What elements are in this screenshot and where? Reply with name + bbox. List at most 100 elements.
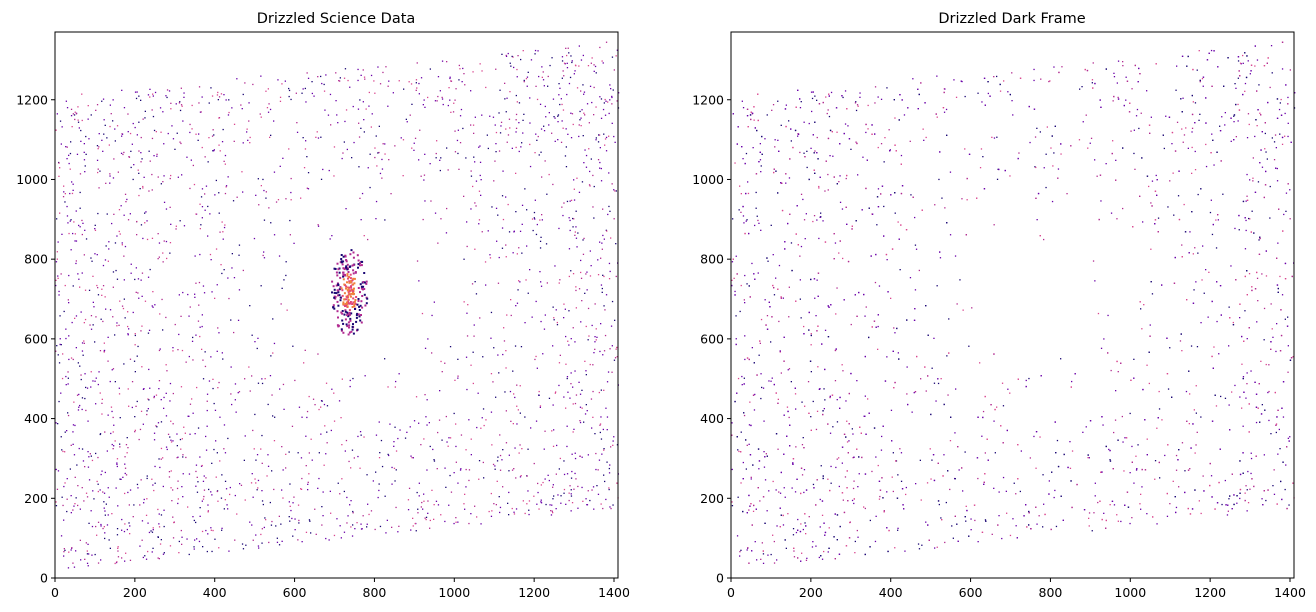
- pixel-dot: [113, 213, 115, 215]
- pixel-dot: [143, 502, 145, 504]
- pixel-dot: [1281, 68, 1284, 70]
- pixel-dot: [602, 507, 604, 510]
- pixel-dot: [914, 391, 917, 393]
- pixel-dot: [1183, 203, 1185, 206]
- pixel-dot: [402, 139, 405, 141]
- pixel-dot: [600, 503, 602, 505]
- pixel-dot: [176, 132, 178, 134]
- pixel-dot: [254, 478, 256, 480]
- pixel-dot: [1243, 340, 1245, 342]
- pixel-dot: [335, 72, 337, 74]
- pixel-dot: [997, 524, 999, 526]
- pixel-dot: [505, 55, 508, 57]
- pixel-dot: [595, 72, 597, 74]
- pixel-dot: [101, 470, 103, 472]
- pixel-dot: [750, 424, 752, 427]
- pixel-dot: [1009, 93, 1011, 96]
- pixel-dot: [104, 296, 106, 298]
- pixel-dot: [946, 222, 948, 224]
- hotspot-dot: [350, 286, 353, 289]
- pixel-dot: [158, 256, 160, 258]
- pixel-dot: [900, 224, 902, 226]
- pixel-dot: [201, 146, 203, 149]
- pixel-dot: [260, 285, 262, 287]
- pixel-dot: [220, 497, 223, 499]
- pixel-dot: [426, 469, 428, 471]
- pixel-dot: [61, 233, 63, 235]
- pixel-dot: [812, 220, 814, 223]
- pixel-dot: [806, 150, 808, 152]
- pixel-dot: [567, 47, 569, 49]
- pixel-dot: [302, 88, 304, 90]
- pixel-dot: [756, 559, 758, 561]
- pixel-dot: [772, 104, 775, 106]
- pixel-dot: [357, 68, 359, 71]
- pixel-dot: [211, 462, 213, 464]
- pixel-dot: [550, 510, 552, 512]
- pixel-dot: [1279, 102, 1281, 104]
- pixel-dot: [574, 472, 576, 475]
- pixel-dot: [317, 76, 319, 78]
- pixel-dot: [129, 358, 132, 360]
- pixel-dot: [610, 237, 612, 239]
- hotspot-dot: [350, 330, 353, 333]
- pixel-dot: [742, 158, 744, 160]
- pixel-dot: [434, 100, 437, 102]
- pixel-dot: [284, 80, 286, 82]
- pixel-dot: [741, 375, 743, 378]
- pixel-dot: [67, 383, 69, 385]
- pixel-dot: [1291, 275, 1293, 278]
- pixel-dot: [745, 439, 747, 441]
- pixel-dot: [981, 531, 984, 533]
- pixel-dot: [820, 555, 822, 557]
- hotspot-dot: [353, 303, 356, 306]
- pixel-dot: [597, 159, 600, 161]
- pixel-dot: [599, 350, 601, 353]
- pixel-dot: [938, 178, 940, 181]
- pixel-dot: [1122, 207, 1124, 210]
- pixel-dot: [352, 512, 354, 514]
- pixel-dot: [74, 111, 76, 113]
- pixel-dot: [244, 435, 246, 437]
- pixel-dot: [275, 525, 277, 527]
- pixel-dot: [1033, 79, 1035, 82]
- pixel-dot: [750, 503, 752, 505]
- pixel-dot: [828, 93, 830, 95]
- pixel-dot: [463, 73, 465, 75]
- pixel-dot: [952, 537, 954, 539]
- pixel-dot: [1209, 211, 1212, 214]
- pixel-dot: [491, 510, 493, 512]
- pixel-dot: [153, 439, 156, 441]
- pixel-dot: [370, 74, 373, 77]
- pixel-dot: [344, 120, 346, 123]
- pixel-dot: [789, 424, 791, 426]
- pixel-dot: [803, 219, 806, 221]
- pixel-dot: [534, 49, 537, 52]
- pixel-dot: [134, 371, 136, 373]
- pixel-dot: [764, 456, 766, 458]
- pixel-dot: [283, 279, 285, 281]
- pixel-dot: [282, 383, 285, 386]
- pixel-dot: [1242, 200, 1245, 203]
- pixel-dot: [374, 147, 376, 149]
- pixel-dot: [1270, 341, 1272, 343]
- pixel-dot: [83, 342, 85, 344]
- pixel-dot: [360, 434, 362, 436]
- pixel-dot: [864, 507, 866, 510]
- pixel-dot: [1199, 81, 1201, 83]
- pixel-dot: [509, 127, 511, 129]
- pixel-dot: [162, 329, 164, 331]
- pixel-dot: [328, 539, 330, 541]
- hotspot-dot: [350, 280, 353, 282]
- pixel-dot: [273, 440, 276, 442]
- pixel-dot: [1158, 390, 1160, 393]
- pixel-dot: [583, 237, 585, 240]
- pixel-dot: [942, 475, 944, 477]
- pixel-dot: [1194, 150, 1196, 153]
- pixel-dot: [595, 452, 597, 455]
- hotspot-dot: [356, 328, 359, 331]
- pixel-dot: [427, 338, 429, 340]
- pixel-dot: [516, 302, 519, 304]
- pixel-dot: [223, 94, 225, 96]
- pixel-dot: [810, 344, 812, 346]
